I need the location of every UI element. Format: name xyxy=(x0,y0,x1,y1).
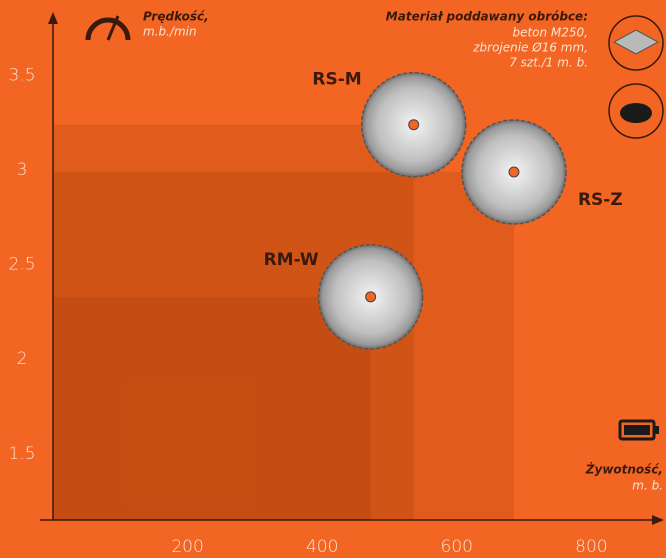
y-label: Prędkość, xyxy=(143,10,209,24)
blade-hub xyxy=(508,166,520,178)
concrete-icon xyxy=(612,29,660,55)
blade-hub xyxy=(365,291,377,303)
point-label: RS-M xyxy=(312,70,361,90)
material-icon xyxy=(608,15,664,71)
blade xyxy=(317,244,424,350)
y-unit: m.b./min xyxy=(143,25,197,39)
material-title: Materiał poddawany obróbce: xyxy=(386,10,588,24)
material-line: 7 szt./1 m. b. xyxy=(509,56,588,70)
point-label: RM-W xyxy=(264,250,319,270)
material-line: zbrojenie Ø16 mm, xyxy=(472,41,588,55)
point-label: RS-Z xyxy=(578,190,623,210)
speed-icon xyxy=(85,15,131,41)
x-tick-label: 600 xyxy=(441,537,473,557)
x-label: Żywotność, xyxy=(585,462,663,477)
blade-hub xyxy=(408,119,420,131)
x-tick-label: 400 xyxy=(306,537,338,557)
material-line: beton M250, xyxy=(512,26,588,40)
range-area xyxy=(53,296,371,520)
y-tick-label: 1.5 xyxy=(8,444,35,464)
x-arrow xyxy=(652,515,664,525)
y-arrow xyxy=(48,12,58,24)
y-tick-label: 3.5 xyxy=(8,66,35,86)
machine-icon-ring xyxy=(608,83,664,139)
y-tick-label: 3 xyxy=(17,160,28,180)
x-unit: m. b. xyxy=(632,479,663,493)
battery-icon xyxy=(618,419,659,441)
blade xyxy=(461,119,567,225)
blade xyxy=(360,71,467,178)
x-tick-label: 200 xyxy=(171,537,203,557)
range-area xyxy=(53,171,514,520)
y-tick-label: 2.5 xyxy=(8,255,35,275)
y-tick-label: 2 xyxy=(17,349,28,369)
x-tick-label: 800 xyxy=(575,537,607,557)
machine-icon xyxy=(620,103,652,123)
